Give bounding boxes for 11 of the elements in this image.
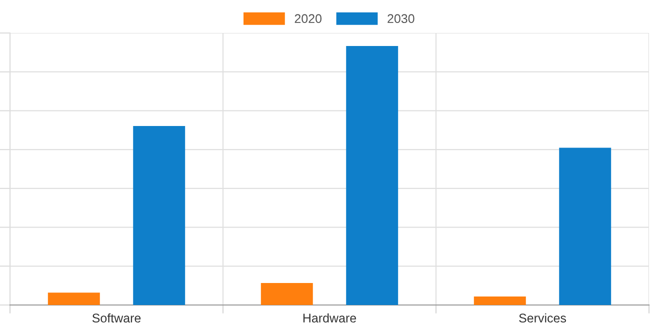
x-tick-label: Hardware bbox=[303, 313, 356, 323]
bar bbox=[474, 296, 526, 305]
bar bbox=[133, 126, 186, 305]
x-tick-label: Software bbox=[92, 313, 141, 323]
bar bbox=[48, 292, 100, 305]
bar bbox=[559, 148, 612, 305]
legend-label: 2020 bbox=[294, 14, 322, 24]
x-tick-label: Services bbox=[519, 313, 566, 323]
bar bbox=[260, 282, 313, 305]
bar bbox=[346, 46, 398, 305]
legend-label: 2030 bbox=[388, 14, 414, 24]
